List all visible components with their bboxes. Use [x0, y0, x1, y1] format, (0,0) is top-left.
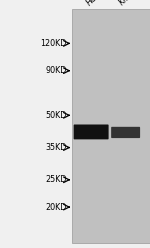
Text: 25KD: 25KD: [45, 175, 67, 184]
Text: 35KD: 35KD: [45, 143, 67, 152]
Bar: [0, 0, 72, 248]
Text: Heart: Heart: [85, 0, 107, 7]
FancyBboxPatch shape: [111, 127, 140, 138]
FancyBboxPatch shape: [74, 124, 109, 139]
Bar: [72, 9, 150, 243]
Text: 120KD: 120KD: [40, 39, 67, 48]
Text: 20KD: 20KD: [45, 203, 67, 212]
Text: 90KD: 90KD: [45, 66, 67, 75]
Text: Kidney: Kidney: [117, 0, 143, 7]
Text: 50KD: 50KD: [45, 111, 67, 120]
